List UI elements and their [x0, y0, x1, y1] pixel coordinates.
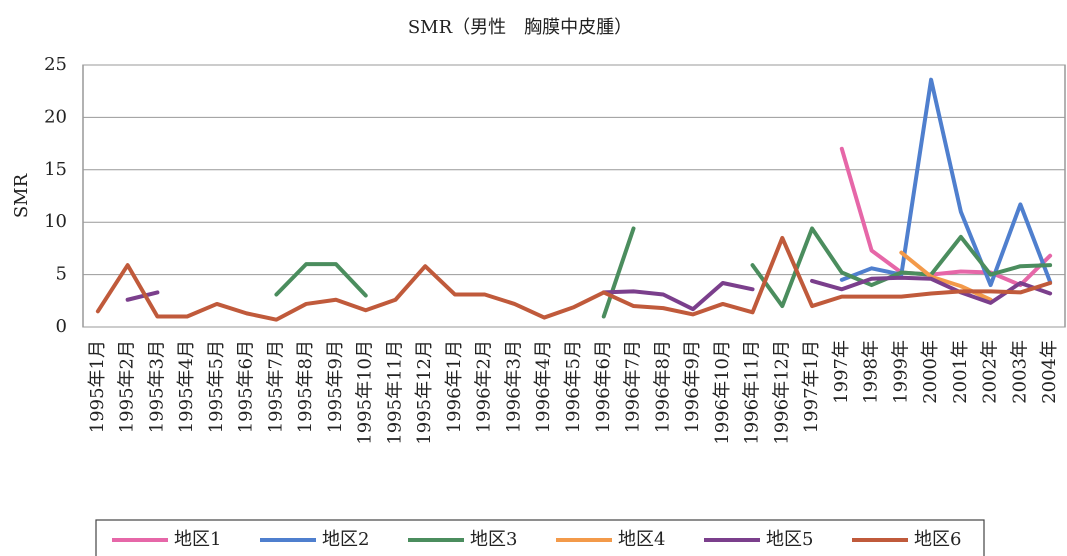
series-line	[839, 77, 1053, 288]
x-tick-label: 1996年5月	[563, 340, 584, 433]
x-tick-label: 2002年	[980, 340, 1001, 404]
legend-label: 地区5	[766, 529, 813, 550]
chart-title: SMR（男性 胸膜中皮腫）	[408, 17, 632, 38]
y-tick-label: 20	[44, 106, 67, 127]
x-tick-label: 1995年4月	[176, 340, 197, 433]
x-tick-label: 1996年1月	[444, 340, 465, 433]
y-tick-label: 25	[44, 54, 67, 75]
x-tick-label: 1999年	[890, 340, 911, 404]
series-line	[274, 226, 1053, 319]
x-tick-label: 1996年2月	[474, 340, 495, 433]
x-tick-label: 1998年	[861, 340, 882, 404]
x-tick-label: 1996年3月	[503, 340, 524, 433]
x-tick-label: 1995年9月	[325, 340, 346, 433]
plot-frame	[82, 64, 1066, 328]
x-tick-label: 1996年7月	[623, 340, 644, 433]
x-tick-label: 1995年8月	[295, 340, 316, 433]
y-tick-label: 10	[44, 211, 67, 232]
x-tick-label: 1995年2月	[117, 340, 138, 433]
x-tick-label: 1996年4月	[533, 340, 554, 433]
series-line	[125, 275, 1053, 312]
x-tick-label: 1995年11月	[384, 340, 405, 445]
x-tick-label: 2003年	[1009, 340, 1030, 404]
x-tick-label: 1995年6月	[236, 340, 257, 433]
x-tick-label: 1996年9月	[682, 340, 703, 433]
series-line	[95, 235, 1053, 322]
y-tick-label: 15	[44, 159, 67, 180]
x-tick-label: 1997年1月	[801, 340, 822, 433]
y-axis-label: SMR	[11, 173, 32, 218]
x-tick-label: 1995年10月	[355, 340, 376, 445]
x-tick-label: 2000年	[920, 340, 941, 404]
x-tick-label: 1996年11月	[742, 340, 763, 445]
x-tick-label: 2001年	[950, 340, 971, 404]
x-tick-label: 1996年10月	[712, 340, 733, 445]
legend-label: 地区4	[618, 529, 665, 550]
x-tick-label: 1995年1月	[87, 340, 108, 433]
legend-label: 地区3	[470, 529, 517, 550]
series-line	[839, 146, 1053, 288]
legend-label: 地区6	[914, 529, 961, 550]
legend-label: 地区2	[322, 529, 369, 550]
y-tick-label: 0	[56, 316, 67, 337]
x-tick-label: 1997年	[831, 340, 852, 404]
x-tick-label: 1995年12月	[414, 340, 435, 445]
x-tick-label: 1996年8月	[652, 340, 673, 433]
x-tick-label: 2004年	[1039, 340, 1060, 404]
x-tick-label: 1996年6月	[593, 340, 614, 433]
y-tick-label: 5	[56, 264, 67, 285]
x-tick-label: 1995年3月	[146, 340, 167, 433]
x-tick-label: 1995年5月	[206, 340, 227, 433]
x-tick-label: 1995年7月	[265, 340, 286, 433]
legend-label: 地区1	[174, 529, 221, 550]
legend-box	[95, 519, 985, 556]
x-tick-label: 1996年12月	[771, 340, 792, 445]
